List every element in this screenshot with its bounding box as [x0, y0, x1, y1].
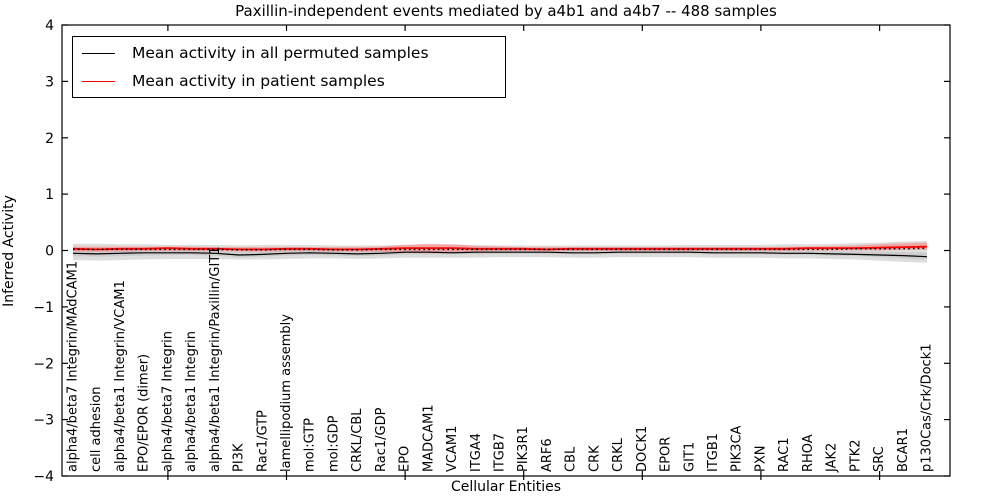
x-category-label: BCAR1	[896, 428, 911, 472]
x-category-label: CRKL	[611, 437, 626, 472]
y-tick-label: 2	[45, 131, 54, 147]
y-tick-label: −2	[33, 356, 54, 372]
x-category-label: PIK3R1	[516, 426, 531, 472]
y-tick-label: 1	[45, 187, 54, 203]
x-category-label: CRK	[587, 445, 602, 472]
x-category-label: PTK2	[848, 439, 863, 472]
x-category-label: EPO	[398, 446, 413, 472]
x-category-label: CBL	[564, 446, 579, 472]
series-line-#000000	[72, 251, 928, 258]
x-category-label: RAC1	[777, 437, 792, 472]
x-category-label: VCAM1	[445, 426, 460, 472]
x-category-label: cell adhesion	[89, 386, 104, 472]
x-category-label: Rac1/GTP	[255, 410, 270, 472]
legend-entry-patient: Mean activity in patient samples	[82, 72, 505, 90]
x-category-label: alpha4/beta7 Integrin/MAdCAM1	[66, 261, 81, 472]
x-category-label: ITGB1	[706, 433, 721, 472]
series-line-dotted	[73, 247, 928, 251]
y-tick-label: −1	[33, 300, 54, 316]
x-category-label: p130Cas/Crk/Dock1	[920, 343, 935, 472]
x-category-label: CRKL/CBL	[350, 408, 365, 472]
x-category-label: DOCK1	[635, 426, 650, 472]
x-category-label: mol:GTP	[303, 418, 318, 472]
chart-title: Paxillin-independent events mediated by …	[235, 2, 777, 20]
x-category-label: alpha4/beta1 Integrin/VCAM1	[113, 280, 128, 472]
y-axis-label: Inferred Activity	[1, 195, 17, 307]
x-category-label: PIK3CA	[730, 425, 745, 472]
x-category-label: PXN	[753, 446, 768, 472]
x-category-label: SRC	[872, 446, 887, 472]
x-axis-label: Cellular Entities	[450, 479, 562, 495]
y-tick-label: 0	[45, 244, 54, 260]
legend-line-sample-permuted	[82, 52, 115, 54]
x-category-label: alpha4/beta7 Integrin	[160, 331, 175, 472]
legend-label-patient: Mean activity in patient samples	[132, 72, 385, 90]
x-category-label: lamellipodium assembly	[279, 314, 294, 472]
x-category-label: GIT1	[682, 442, 697, 472]
y-tick-label: −3	[33, 413, 54, 429]
y-tick-label: 3	[45, 74, 54, 90]
x-category-label: ITGA4	[469, 433, 484, 472]
x-category-label: EPOR	[659, 437, 674, 472]
x-category-label: JAK2	[825, 443, 840, 473]
x-category-label: RHOA	[801, 434, 816, 472]
x-category-label: mol:GDP	[326, 415, 341, 472]
legend: Mean activity in all permuted samples Me…	[72, 36, 506, 98]
x-category-label: ARF6	[540, 438, 555, 472]
legend-label-permuted: Mean activity in all permuted samples	[132, 44, 429, 62]
x-category-label: MADCAM1	[421, 404, 436, 472]
x-category-label: Rac1/GDP	[374, 407, 389, 472]
legend-entry-permuted: Mean activity in all permuted samples	[82, 44, 505, 62]
x-category-label: PI3K	[232, 443, 247, 472]
x-category-label: alpha4/beta1 Integrin	[184, 331, 199, 472]
y-tick-label: −4	[33, 469, 54, 485]
x-category-label: alpha4/beta1 Integrin/Paxillin/GIT1	[208, 246, 223, 472]
x-category-label: ITGB7	[493, 433, 508, 472]
x-category-label: EPO/EPOR (dimer)	[137, 354, 152, 472]
legend-line-sample-patient	[82, 80, 115, 82]
y-tick-label: 4	[45, 18, 54, 34]
